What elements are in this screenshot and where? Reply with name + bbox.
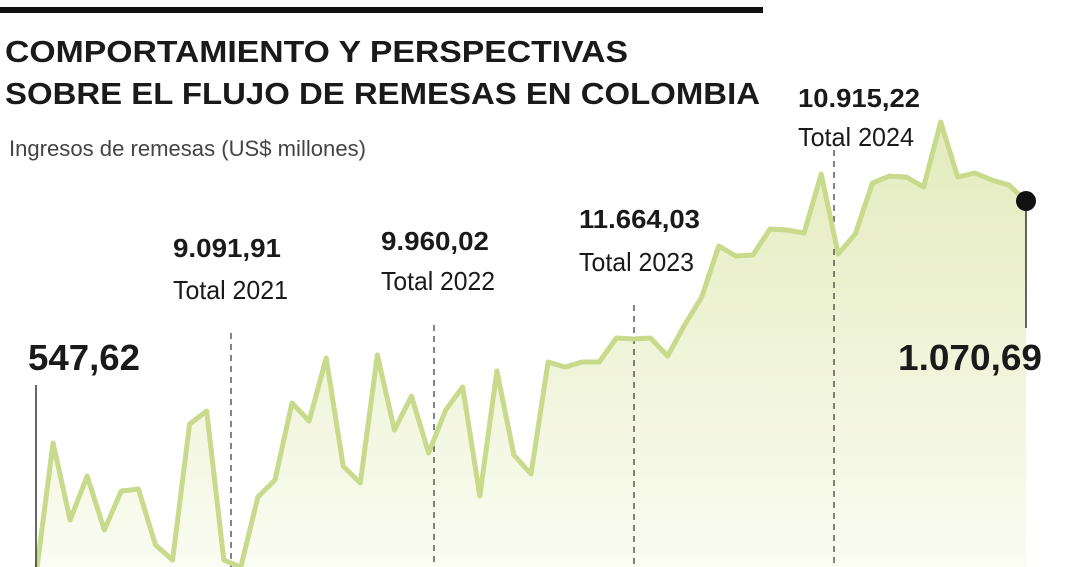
- line: [34, 119, 1028, 567]
- chart-title: COMPORTAMIENTO Y PERSPECTIVAS: [5, 34, 628, 69]
- annotation-value: 9.960,02: [381, 226, 489, 256]
- point-label: 1.070,69: [898, 337, 1042, 378]
- area: [36, 122, 1026, 567]
- annotation-text: Total 2021: [173, 275, 288, 305]
- top-rule: [0, 7, 763, 13]
- annotation-text: Total 2024: [798, 122, 914, 152]
- end-dot: [1016, 191, 1036, 212]
- chart-subtitle: Ingresos de remesas (US$ millones): [9, 136, 366, 161]
- annotation-value: 10.915,22: [798, 83, 920, 113]
- annotation-value: 9.091,91: [173, 233, 281, 263]
- annotation-text: Total 2023: [579, 247, 694, 277]
- annotation-text: Total 2022: [381, 266, 495, 296]
- point-label: 547,62: [28, 337, 140, 378]
- annotation-value: 11.664,03: [579, 204, 700, 234]
- chart-title: SOBRE EL FLUJO DE REMESAS EN COLOMBIA: [5, 76, 760, 111]
